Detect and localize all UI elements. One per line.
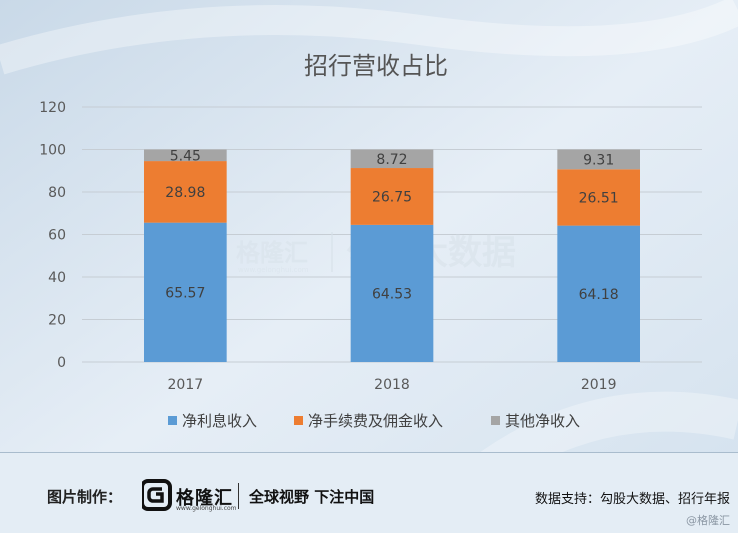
- bar-segment: [144, 161, 227, 223]
- data-label: 5.45: [170, 148, 201, 164]
- footer: 图片制作： 格隆汇 www.gelonghui.com 全球视野 下注中国 数据…: [0, 452, 738, 533]
- legend-item: 净手续费及佣金收入: [294, 412, 443, 430]
- watermark-brand: 格隆汇: [236, 239, 308, 267]
- footer-url: www.gelonghui.com: [176, 505, 237, 512]
- footer-brand: 格隆汇: [176, 488, 233, 509]
- bar-segment: [144, 149, 227, 162]
- x-axis-tick-labels: 2017 2018 2019: [168, 377, 617, 393]
- data-label: 28.98: [165, 185, 205, 201]
- data-label: 64.18: [579, 287, 619, 303]
- footer-slogan: 全球视野 下注中国: [249, 488, 375, 506]
- legend-swatch: [168, 416, 177, 425]
- data-label: 64.53: [372, 286, 412, 302]
- y-tick-label: 120: [39, 100, 66, 116]
- footer-handle: @格隆汇: [686, 514, 730, 527]
- bar-segment: [350, 168, 434, 225]
- gelonghui-logo-icon: [142, 479, 172, 511]
- bar-segment: [557, 225, 640, 362]
- data-label: 65.57: [165, 285, 205, 301]
- footer-label: 图片制作：: [47, 488, 123, 506]
- footer-divider: [238, 483, 239, 509]
- bars: 65.57 28.98 5.45 64.53 26.75 8.72 64.18 26.51 9.…: [144, 148, 640, 362]
- data-label: 26.75: [372, 189, 412, 205]
- legend-label: 净利息收入: [182, 412, 257, 430]
- x-tick-label: 2019: [581, 377, 617, 393]
- y-tick-label: 20: [48, 313, 66, 329]
- data-label: 8.72: [376, 152, 407, 168]
- bar-segment: [144, 222, 227, 362]
- y-tick-label: 40: [48, 270, 66, 286]
- legend: 净利息收入 净手续费及佣金收入 其他净收入: [168, 412, 580, 430]
- data-label: 26.51: [579, 190, 619, 206]
- x-tick-label: 2017: [168, 377, 204, 393]
- bar-segment: [350, 149, 434, 169]
- x-tick-label: 2018: [374, 377, 410, 393]
- data-label: 9.31: [583, 152, 614, 168]
- legend-swatch: [294, 416, 303, 425]
- watermark-url: www.gelonghui.com: [238, 266, 309, 274]
- legend-swatch: [491, 416, 500, 425]
- legend-label: 净手续费及佣金收入: [308, 412, 443, 430]
- legend-label: 其他净收入: [505, 412, 580, 430]
- y-tick-label: 0: [57, 355, 66, 371]
- bar-segment: [557, 149, 640, 170]
- y-axis-tick-labels: 0 20 40 60 80 100 120: [39, 100, 66, 371]
- bar-segment: [557, 169, 640, 226]
- legend-item: 净利息收入: [168, 412, 257, 430]
- y-tick-label: 80: [48, 185, 66, 201]
- legend-item: 其他净收入: [491, 412, 580, 430]
- stacked-bar-chart: 招行营收占比 0 20 40 60 80 100 120 格隆汇 www.gelonghui…: [39, 52, 702, 430]
- footer-source: 数据支持：勾股大数据、招行年报: [534, 492, 730, 507]
- chart-title: 招行营收占比: [304, 52, 448, 80]
- y-tick-label: 60: [48, 228, 66, 244]
- bar-segment: [350, 224, 434, 362]
- y-tick-label: 100: [39, 143, 66, 159]
